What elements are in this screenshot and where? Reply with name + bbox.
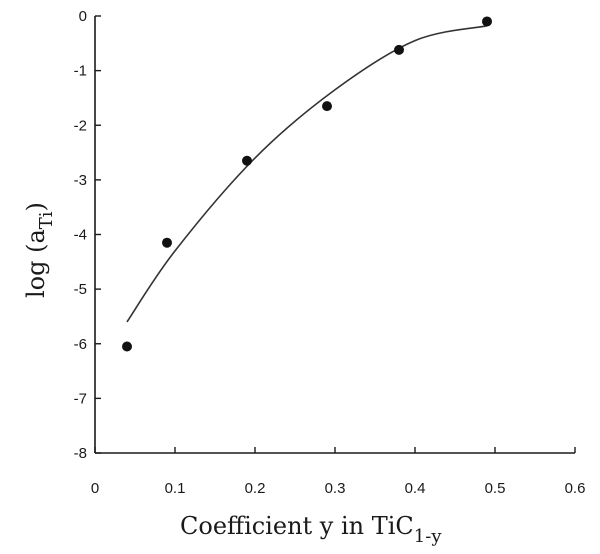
x-tick-label: 0.4 bbox=[405, 480, 426, 497]
x-tick-label: 0.5 bbox=[485, 480, 506, 497]
data-point bbox=[322, 101, 332, 112]
data-point bbox=[122, 341, 132, 352]
y-tick-label: 0 bbox=[79, 8, 87, 25]
fit-curve-line bbox=[126, 25, 488, 323]
x-tick-label: 0.2 bbox=[245, 480, 266, 497]
y-tick-label: -7 bbox=[74, 390, 87, 407]
data-point bbox=[394, 44, 404, 55]
y-axis-title: log (aTi) bbox=[22, 202, 57, 298]
y-tick-label: -5 bbox=[74, 281, 87, 298]
x-tick-label: 0 bbox=[91, 480, 99, 497]
y-tick-label: -4 bbox=[74, 227, 87, 244]
y-axis: 0 -1 -2 -3 -4 -5 -6 -7 -8 bbox=[74, 8, 101, 462]
y-tick-label: -2 bbox=[74, 117, 87, 134]
data-point bbox=[242, 155, 252, 166]
data-point bbox=[162, 237, 172, 248]
y-tick-label: -6 bbox=[74, 336, 87, 353]
y-tick-label: -3 bbox=[74, 172, 87, 189]
y-tick-label: -8 bbox=[74, 445, 87, 462]
x-tick-label: 0.3 bbox=[325, 480, 346, 497]
x-tick-label: 0.6 bbox=[565, 480, 586, 497]
data-point bbox=[482, 16, 492, 27]
fit-curve-group bbox=[126, 25, 488, 323]
x-axis: 0 0.1 0.2 0.3 0.4 0.5 0.6 bbox=[91, 447, 586, 497]
x-tick-label: 0.1 bbox=[165, 480, 186, 497]
x-axis-title: Coefficient y in TiC1-y bbox=[180, 512, 442, 547]
y-tick-label: -1 bbox=[74, 63, 87, 80]
data-points bbox=[122, 16, 492, 352]
